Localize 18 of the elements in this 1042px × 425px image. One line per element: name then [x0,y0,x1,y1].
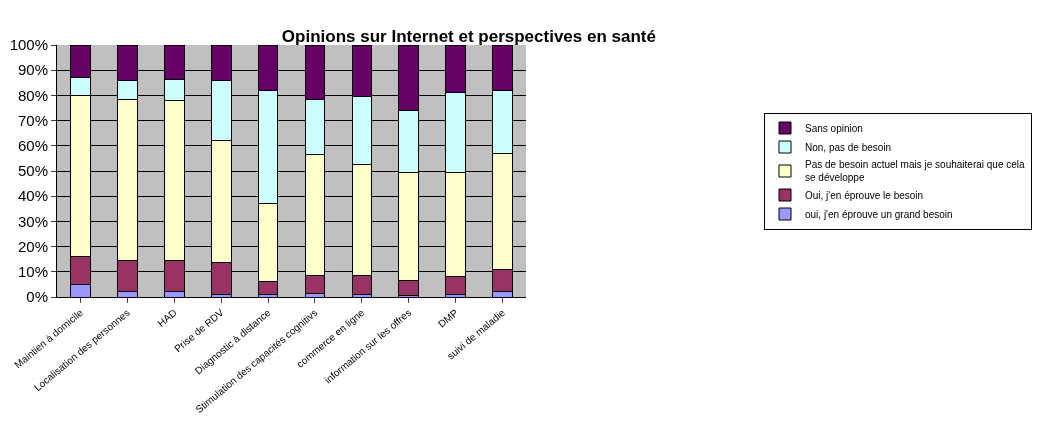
y-tick-label: 20% [17,237,48,255]
y-tick-label: 30% [17,212,48,230]
y-tick-label: 50% [17,162,48,180]
y-tick-label: 100% [9,36,48,54]
chart-title: Opinions sur Internet et perspectives en santé [281,26,656,46]
legend-label: Pas de besoin actuel mais je souhaiterai que cela se développe [805,159,1026,184]
legend-label: oui, j'en éprouve un grand besoin [805,208,953,220]
y-tick-label: 40% [17,187,48,205]
y-tick-label: 60% [17,137,48,155]
legend-label: Sans opinion [805,122,863,134]
x-tick-label: HAD [155,306,179,329]
y-tick-label: 70% [17,111,48,129]
y-tick-label: 90% [17,61,48,79]
legend-label: Oui, j'en éprouve le besoin [805,189,924,201]
y-tick-label: 0% [26,288,48,306]
legend-label: Non, pas de besoin [805,141,892,153]
y-tick-label: 80% [17,86,48,104]
y-tick-label: 10% [17,263,48,281]
